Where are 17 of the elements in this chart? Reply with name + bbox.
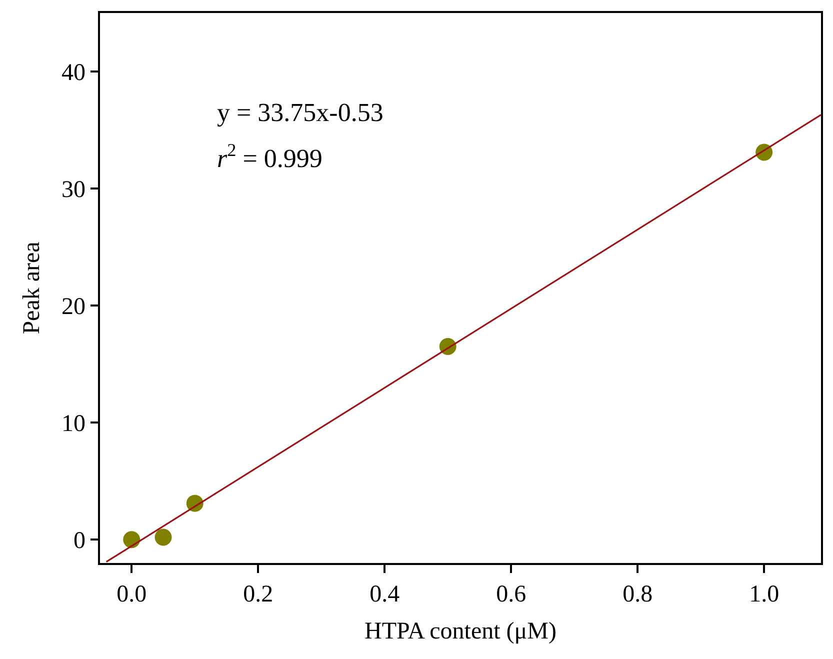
y-tick-label: 20 xyxy=(61,294,86,320)
annotation: y = 33.75x-0.53 xyxy=(217,98,384,127)
x-tick-label: 0.8 xyxy=(622,582,653,608)
x-tick-label: 0.6 xyxy=(496,582,526,608)
x-axis-title: HTPA content (μM) xyxy=(364,618,556,644)
y-tick-label: 0 xyxy=(73,528,86,554)
annotation: r$^{2}$ = 0.999 xyxy=(217,140,322,173)
y-tick-label: 10 xyxy=(61,410,86,437)
point xyxy=(154,528,172,546)
x-tick-label: 0.0 xyxy=(116,582,147,608)
y-tick-label: 30 xyxy=(61,176,86,203)
x-tick-label: 0.4 xyxy=(370,582,400,608)
point xyxy=(123,531,140,548)
x-tick-label: 1.0 xyxy=(749,582,780,608)
y-tick-label: 40 xyxy=(61,60,86,86)
x-tick-label: 0.2 xyxy=(243,582,274,608)
y-axis-title: Peak area xyxy=(19,241,46,334)
